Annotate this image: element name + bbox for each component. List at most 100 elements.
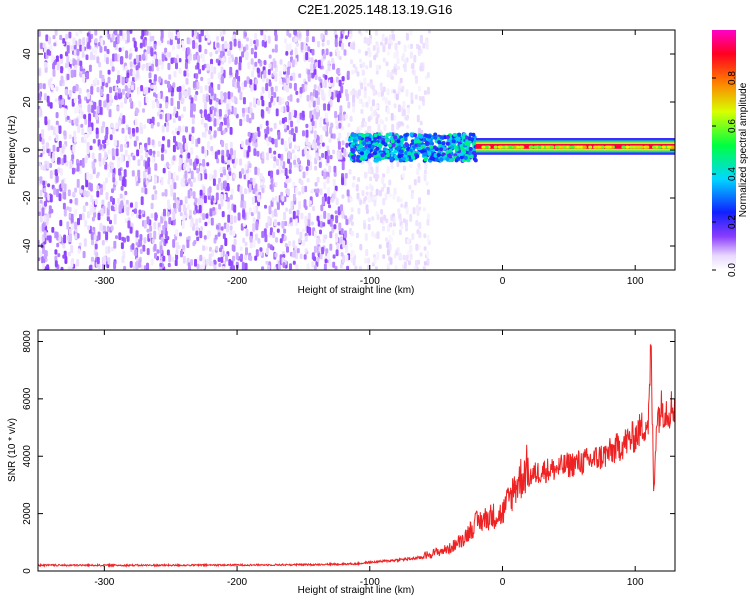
spectrogram-cell <box>191 135 195 145</box>
spectrogram-cell <box>316 96 320 106</box>
spectrogram-cell <box>232 230 236 237</box>
spectrogram-cell <box>177 245 181 249</box>
spectrogram-cell <box>388 243 392 251</box>
spectrogram-cell <box>73 59 76 65</box>
spectrogram-cell <box>221 76 224 84</box>
spectrogram-cell <box>229 229 233 236</box>
spectrogram-cell <box>46 148 50 154</box>
spectrogram-cell <box>230 188 234 195</box>
spectrogram-cell <box>324 30 328 36</box>
spectrogram-cell <box>461 135 466 140</box>
spectrogram-cell <box>278 96 282 106</box>
spectrogram-cell <box>237 75 241 83</box>
spectrogram-cell <box>220 226 224 231</box>
spectrogram-cell <box>192 177 196 183</box>
spectrogram-cell <box>241 82 245 91</box>
spectrogram-cell <box>96 172 100 177</box>
spectrogram-cell <box>389 136 394 141</box>
spectrogram-cell <box>289 94 293 102</box>
spectrogram-cell <box>375 70 379 75</box>
spectrogram-cell <box>135 241 139 246</box>
spectrogram-cell <box>55 231 59 239</box>
spectrogram-cell <box>471 150 476 155</box>
colorbar-tick-label: 0.2 <box>727 215 738 229</box>
spectrogram-cell <box>295 90 299 95</box>
spectrogram-cell <box>177 142 181 148</box>
spectrogram-cell <box>71 167 75 175</box>
spectrogram-cell <box>351 155 356 160</box>
spectrogram-cell <box>54 260 58 267</box>
spectrogram-cell <box>359 156 364 161</box>
spectrogram-cell <box>388 43 391 50</box>
spectrogram-cell <box>43 215 47 223</box>
spectrogram-cell <box>378 244 382 249</box>
spectrogram-cell <box>111 123 114 128</box>
spectrogram-cell <box>92 47 95 53</box>
spectrogram-cell <box>384 37 388 45</box>
spectrogram-cell <box>70 245 74 254</box>
spectrogram-cell <box>334 185 338 192</box>
spectrogram-cell <box>338 56 342 61</box>
spectrogram-cell <box>314 165 318 171</box>
spectrogram-cell <box>55 124 59 134</box>
spectrogram-cell <box>252 223 256 232</box>
spectrogram-cell <box>137 87 141 95</box>
spectrogram-cell <box>270 170 274 180</box>
spectrogram-cell <box>184 62 188 70</box>
spectrogram-cell <box>373 136 378 141</box>
spectrogram-cell <box>175 229 179 237</box>
spectrogram-cell <box>178 58 182 63</box>
spectrogram-cell <box>196 62 200 70</box>
spectrogram-cell <box>201 146 205 154</box>
spectrogram-cell <box>309 63 313 72</box>
spectrogram-cell <box>63 191 67 200</box>
spectrogram-cell <box>116 35 120 44</box>
spectrogram-cell <box>373 257 377 264</box>
spectrogram-cell <box>147 157 151 163</box>
spectrogram-cell <box>274 196 278 201</box>
spectrogram-cell <box>327 103 331 111</box>
spectrogram-cell <box>365 249 369 257</box>
spectrogram-cell <box>54 30 58 36</box>
spectrogram-cell <box>176 86 180 92</box>
spectrogram-cell <box>251 70 254 78</box>
signal-cell <box>657 145 662 149</box>
spectrogram-cell <box>445 141 450 146</box>
spectrogram-x-ticks: -300 -200 -100 0 100 <box>94 30 644 287</box>
spectrogram-cell <box>328 165 332 173</box>
spectrogram-cell <box>186 239 190 249</box>
spectrogram-cell <box>228 167 232 172</box>
spectrogram-cell <box>281 117 285 124</box>
spectrogram-cell <box>365 65 369 70</box>
spectrogram-cell <box>210 71 214 80</box>
spectrogram-cell <box>338 222 342 231</box>
spectrogram-cell <box>373 199 377 207</box>
spectrogram-cell <box>294 47 298 56</box>
spectrogram-cell <box>426 137 431 142</box>
spectrogram-cell <box>130 100 134 109</box>
spectrogram-cell <box>359 63 363 69</box>
spectrogram-cell <box>172 155 176 161</box>
spectrogram-cell <box>382 225 385 232</box>
spectrogram-cell <box>373 133 378 138</box>
spectrogram-cell <box>133 40 137 48</box>
spectrogram-cell <box>296 228 300 235</box>
spectrogram-cell <box>282 262 286 269</box>
spectrogram-cell <box>385 149 390 154</box>
spectrogram-cell <box>270 95 274 103</box>
spectrogram-cell <box>135 136 139 141</box>
spectrogram-cell <box>283 211 287 221</box>
spectrogram-cell <box>424 38 428 45</box>
spectrogram-cell <box>285 51 289 56</box>
spectrogram-cell <box>193 35 197 41</box>
spectrogram-cell <box>307 217 311 227</box>
spectrogram-cell <box>181 40 185 46</box>
spectrogram-cell <box>442 146 447 151</box>
spectrogram-cell <box>210 146 214 152</box>
spectrogram-cell <box>213 260 217 265</box>
spectrogram-cell <box>325 130 329 137</box>
spectrogram-cell <box>364 50 368 56</box>
spectrogram-cell <box>61 97 65 105</box>
spectrogram-cell <box>429 144 434 149</box>
